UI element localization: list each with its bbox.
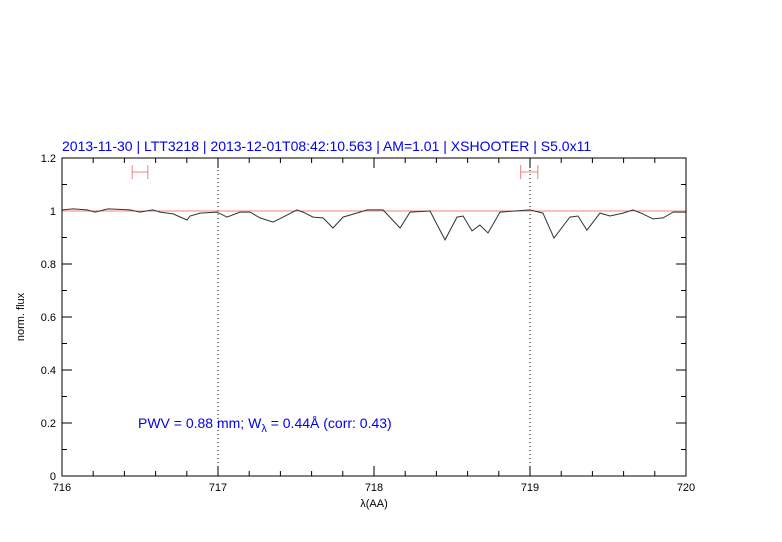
x-axis-label: λ(AA) bbox=[360, 498, 388, 510]
y-tick-label: 1.2 bbox=[41, 153, 56, 165]
x-tick-label: 720 bbox=[677, 482, 695, 494]
annotation-prefix: PWV = 0.88 mm; W bbox=[138, 415, 262, 431]
y-tick-label: 1 bbox=[50, 206, 56, 218]
y-tick-label: 0.2 bbox=[41, 418, 56, 430]
pwv-annotation: PWV = 0.88 mm; Wλ = 0.44Å (corr: 0.43) bbox=[138, 415, 392, 435]
ticks bbox=[61, 157, 687, 477]
tick-labels: 716 717 718 719 720 0 0.2 0.4 0.6 0.8 1 1.2 bbox=[41, 153, 695, 494]
x-tick-label: 718 bbox=[365, 482, 383, 494]
marks bbox=[61, 158, 686, 476]
annotation-suffix: = 0.44Å (corr: 0.43) bbox=[267, 415, 392, 431]
plot-frame bbox=[61, 157, 687, 477]
spectrum-line bbox=[61, 208, 686, 241]
x-tick-label: 719 bbox=[521, 482, 539, 494]
y-tick-label: 0.4 bbox=[41, 365, 56, 377]
y-axis-label: norm. flux bbox=[15, 292, 27, 341]
x-tick-label: 717 bbox=[209, 482, 227, 494]
y-tick-label: 0 bbox=[50, 471, 56, 483]
y-tick-label: 0.8 bbox=[41, 259, 56, 271]
x-tick-label: 716 bbox=[53, 482, 71, 494]
annotation-subscript: λ bbox=[261, 423, 267, 435]
chart-title: 2013-11-30 | LTT3218 | 2013-12-01T08:42:… bbox=[62, 138, 591, 154]
y-tick-label: 0.6 bbox=[41, 312, 56, 324]
